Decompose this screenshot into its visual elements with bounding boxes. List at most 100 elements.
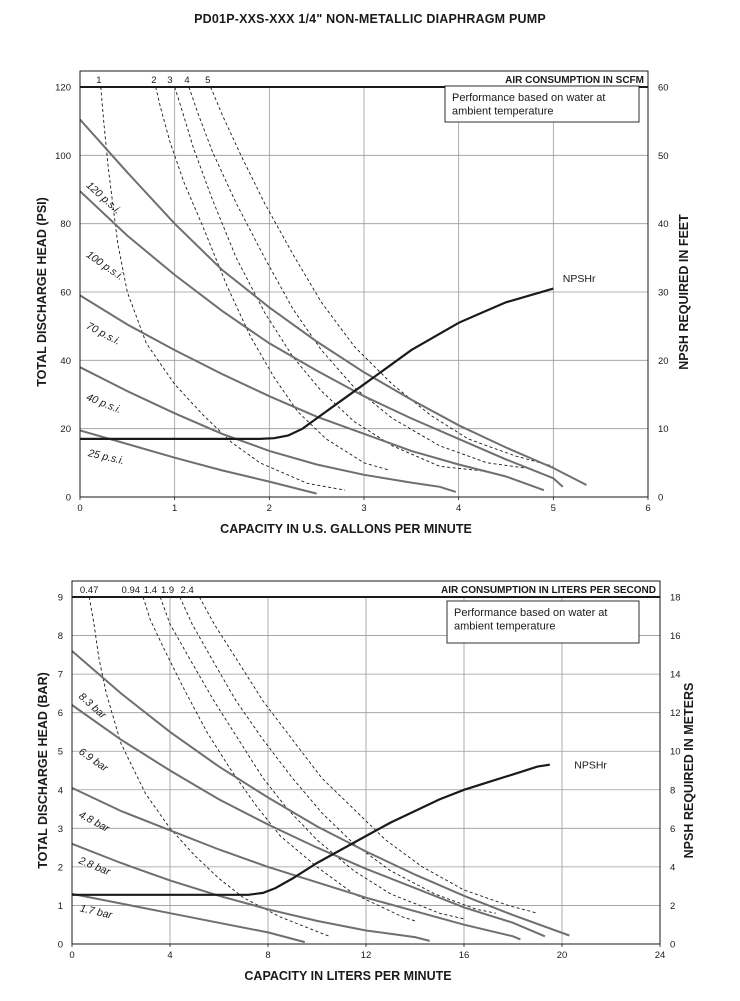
top-x-tick-label: 4 xyxy=(456,503,461,514)
top-pressure-curve-label: 25 p.s.i. xyxy=(86,447,126,467)
bottom-npshr-label: NPSHr xyxy=(574,760,607,772)
bottom-air-consumption-title: AIR CONSUMPTION IN LITERS PER SECOND xyxy=(441,585,656,596)
bottom-air-curve-2.4 xyxy=(199,596,538,914)
top-x-tick-label: 6 xyxy=(645,503,650,514)
top-pressure-curve xyxy=(79,294,545,492)
bottom-y-tick-label: 3 xyxy=(58,824,63,835)
top-air-curve-label: 4 xyxy=(184,75,189,86)
top-pressure-curve-label: 40 p.s.i. xyxy=(85,391,124,416)
bottom-y-tick-label: 0 xyxy=(58,940,63,951)
top-y-tick-label: 40 xyxy=(60,356,71,367)
page-title: PD01P-XXS-XXX 1/4" NON-METALLIC DIAPHRAG… xyxy=(194,12,546,26)
bottom-y2-tick-label: 0 xyxy=(670,940,675,951)
bottom-air-curve-label: 2.4 xyxy=(181,585,194,596)
bottom-note-line: Performance based on water at xyxy=(454,607,607,619)
axes: 0 4 8 12 16 20 240123456789024681012141618CAPA… xyxy=(36,580,696,983)
top-y2-tick-label: 20 xyxy=(658,356,669,367)
top-x-tick-label: 2 xyxy=(267,503,272,514)
top-y2-tick-label: 30 xyxy=(658,288,669,299)
curves xyxy=(71,596,570,944)
top-y2-axis-title: NPSH REQUIRED IN FEET xyxy=(677,214,691,370)
bottom-y2-tick-label: 14 xyxy=(670,670,681,681)
top-x-tick-label: 0 xyxy=(77,503,82,514)
top-y2-tick-label: 60 xyxy=(658,83,669,94)
bottom-x-tick-label: 0 xyxy=(69,950,74,961)
bottom-air-curve-1.4 xyxy=(159,596,465,920)
top-y-tick-label: 100 xyxy=(55,151,71,162)
top-pressure-curve-label: 70 p.s.i. xyxy=(84,320,122,348)
bottom-y-tick-label: 2 xyxy=(58,862,63,873)
chart-top-gpm-psi: 0 1 2 3 4 5 60204060801001200102030405060CAPAC… xyxy=(35,70,691,536)
bottom-y2-axis-title: NPSH REQUIRED IN METERS xyxy=(682,683,696,859)
top-note-box xyxy=(444,85,640,123)
bottom-y2-tick-label: 2 xyxy=(670,901,675,912)
labels: Performance based on water at ambient tem… xyxy=(84,75,640,467)
top-note-line: Performance based on water at xyxy=(452,92,605,104)
top-air-curve-5 xyxy=(210,86,554,467)
bottom-pressure-curve-label: 6.9 bar xyxy=(76,746,110,775)
bottom-pressure-curve xyxy=(71,842,430,942)
bottom-y-tick-label: 9 xyxy=(58,593,63,604)
top-air-curve-3 xyxy=(174,86,488,472)
bottom-note-line: ambient temperature xyxy=(454,621,556,633)
top-air-curve-label: 2 xyxy=(151,75,156,86)
top-y-axis-title: TOTAL DISCHARGE HEAD (PSI) xyxy=(35,197,49,387)
curves xyxy=(79,86,587,495)
top-y-tick-label: 120 xyxy=(55,83,71,94)
bottom-y2-tick-label: 16 xyxy=(670,631,681,642)
top-air-curve-2 xyxy=(155,86,388,471)
bottom-y2-tick-label: 10 xyxy=(670,747,681,758)
top-y-tick-label: 60 xyxy=(60,288,71,299)
chart-bottom-lpm-bar: 0 4 8 12 16 20 240123456789024681012141618CAPA… xyxy=(36,580,696,983)
top-x-axis-title: CAPACITY IN U.S. GALLONS PER MINUTE xyxy=(220,522,472,536)
bottom-pressure-curve xyxy=(71,892,306,944)
bottom-air-curve-0.47 xyxy=(88,596,330,937)
top-x-tick-label: 3 xyxy=(361,503,366,514)
axes: 0 1 2 3 4 5 60204060801001200102030405060CAPAC… xyxy=(35,70,691,536)
bottom-y-axis-title: TOTAL DISCHARGE HEAD (BAR) xyxy=(36,672,50,869)
top-y-tick-label: 80 xyxy=(60,219,71,230)
top-npshr-curve xyxy=(80,287,554,440)
bottom-pressure-curve xyxy=(71,786,521,941)
top-y-tick-label: 20 xyxy=(60,424,71,435)
top-pressure-curve-label: 120 p.s.i. xyxy=(84,179,124,216)
top-y2-tick-label: 0 xyxy=(658,493,663,504)
top-air-curve-label: 1 xyxy=(96,75,101,86)
top-pressure-curve xyxy=(79,190,564,488)
bottom-x-tick-label: 16 xyxy=(459,950,470,961)
bottom-y2-tick-label: 8 xyxy=(670,785,675,796)
bottom-y-tick-label: 4 xyxy=(58,785,63,796)
bottom-air-curve-label: 0.47 xyxy=(80,585,99,596)
grid-lines xyxy=(80,87,648,497)
bottom-y-tick-label: 5 xyxy=(58,747,63,758)
bottom-air-curve-label: 1.4 xyxy=(144,585,157,596)
bottom-y-tick-label: 7 xyxy=(58,670,63,681)
bottom-x-tick-label: 20 xyxy=(557,950,568,961)
bottom-pressure-curve xyxy=(71,650,570,937)
bottom-x-tick-label: 12 xyxy=(361,950,372,961)
top-y2-tick-label: 50 xyxy=(658,151,669,162)
top-npshr-label: NPSHr xyxy=(563,273,596,285)
top-y2-tick-label: 40 xyxy=(658,219,669,230)
bottom-pressure-curve-label: 4.8 bar xyxy=(77,809,112,835)
bottom-x-axis-title: CAPACITY IN LITERS PER MINUTE xyxy=(244,969,451,983)
bottom-y2-tick-label: 12 xyxy=(670,708,681,719)
bottom-air-curve-label: 0.94 xyxy=(122,585,141,596)
bottom-air-curve-0.94 xyxy=(142,596,416,922)
bottom-y-tick-label: 8 xyxy=(58,631,63,642)
top-air-curve-1 xyxy=(100,86,346,491)
grid-lines xyxy=(72,597,660,944)
bottom-air-curve-label: 1.9 xyxy=(161,585,174,596)
top-note-line: ambient temperature xyxy=(452,106,554,118)
bottom-pressure-curve-label: 8.3 bar xyxy=(76,691,109,722)
top-air-curve-label: 3 xyxy=(167,75,172,86)
top-air-consumption-title: AIR CONSUMPTION IN SCFM xyxy=(505,75,644,86)
top-air-curve-label: 5 xyxy=(205,75,210,86)
top-x-tick-label: 5 xyxy=(551,503,556,514)
bottom-pressure-curve xyxy=(71,704,546,938)
top-air-curve-4 xyxy=(188,86,525,469)
top-pressure-curve xyxy=(79,366,457,493)
bottom-y-tick-label: 6 xyxy=(58,708,63,719)
bottom-x-tick-label: 24 xyxy=(655,950,666,961)
top-y2-tick-label: 10 xyxy=(658,424,669,435)
